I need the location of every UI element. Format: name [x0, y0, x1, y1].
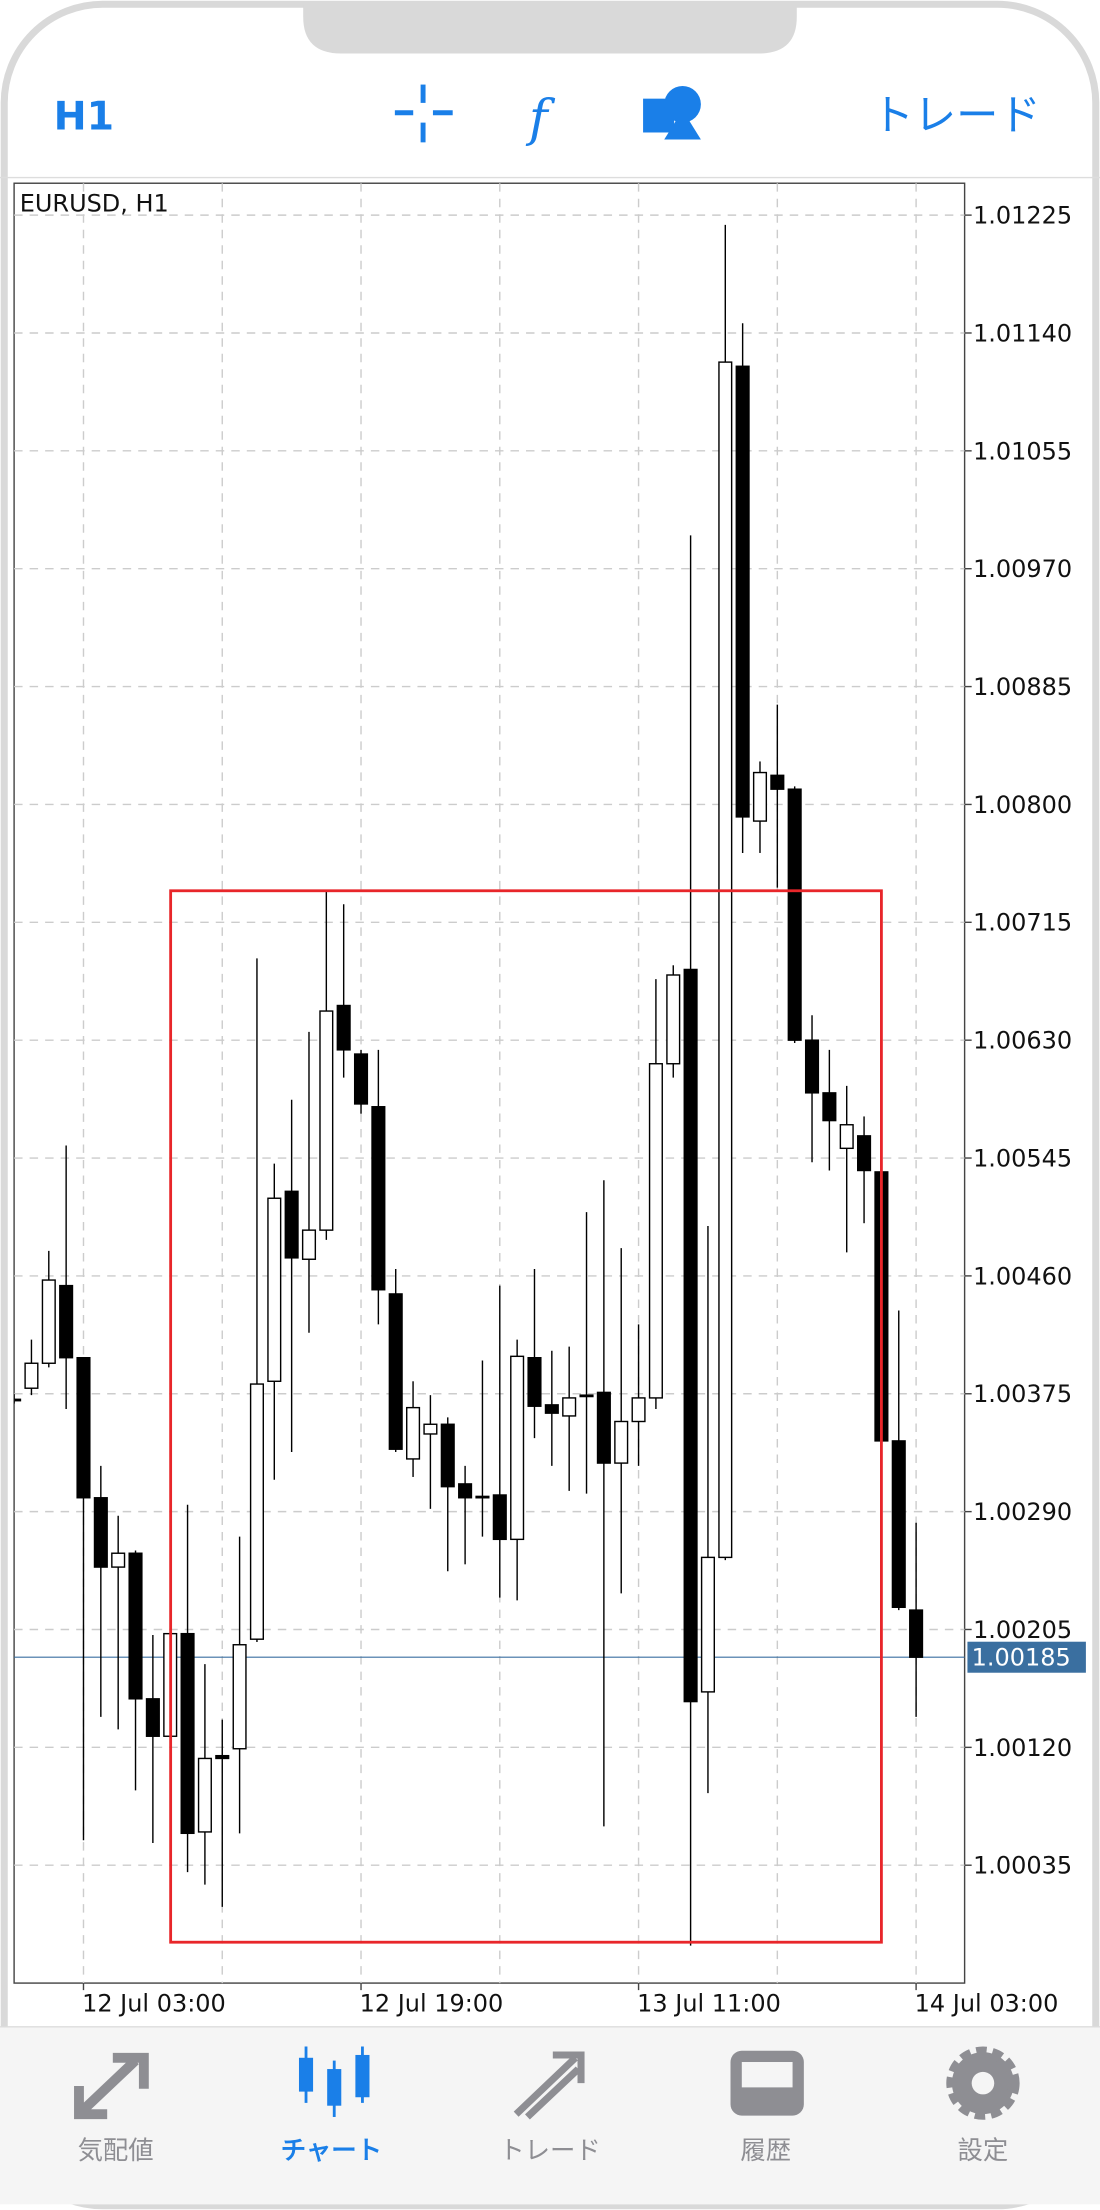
y-tick-label: 1.00545: [973, 1144, 1072, 1172]
candle-body: [284, 1190, 299, 1259]
candle-body: [232, 1644, 247, 1750]
candle-body: [631, 1397, 646, 1423]
y-tick-label: 1.00120: [973, 1734, 1072, 1762]
tab-label[interactable]: 履歴: [740, 2135, 791, 2165]
y-tick-label: 1.01140: [973, 319, 1072, 347]
history-icon: [730, 2050, 804, 2116]
candle-body: [770, 774, 785, 790]
candle-body: [111, 1552, 126, 1568]
tab-label[interactable]: 気配値: [78, 2135, 154, 2165]
tab-label[interactable]: トレード: [499, 2135, 600, 2165]
candle-body: [596, 1391, 611, 1464]
candle-body: [353, 1053, 369, 1105]
chart-icon: [298, 2046, 370, 2117]
candle-body: [249, 1383, 264, 1640]
y-tick-label: 1.00885: [973, 673, 1072, 701]
candle-body: [180, 1632, 195, 1835]
candles: [14, 224, 924, 1946]
candle-body: [735, 365, 750, 818]
candle-body: [752, 771, 768, 822]
candle-body: [614, 1420, 629, 1464]
candle-body: [666, 974, 681, 1065]
y-tick-label: 1.00800: [973, 791, 1072, 819]
x-tick-label: 14 Jul 03:00: [915, 1989, 1059, 2017]
candle-body: [492, 1494, 507, 1541]
notch: [303, 4, 797, 54]
candle-body: [14, 1398, 22, 1402]
candle-body: [700, 1556, 716, 1693]
candle-body: [475, 1495, 490, 1499]
candle-body: [648, 1063, 663, 1399]
current-price-box: [967, 1641, 1086, 1673]
y-tick-label: 1.00460: [973, 1262, 1072, 1290]
candle-body: [301, 1229, 317, 1260]
y-tick-label: 1.01225: [973, 202, 1072, 230]
plot-frame: [13, 182, 966, 1984]
candle-body: [267, 1197, 282, 1382]
candle-body: [440, 1423, 455, 1488]
candle-body: [857, 1135, 872, 1172]
candle-body: [579, 1394, 594, 1398]
candle-body: [93, 1497, 108, 1568]
candle-body: [423, 1423, 438, 1435]
y-tick-label: 1.01055: [973, 437, 1072, 465]
candle-body: [24, 1362, 39, 1389]
candle-body: [804, 1039, 820, 1094]
candle-body: [59, 1284, 74, 1359]
objects-icon[interactable]: [643, 85, 701, 140]
candle-body: [76, 1357, 91, 1499]
chart-title: EURUSD, H1: [20, 189, 169, 217]
y-tick-label: 1.00630: [973, 1027, 1072, 1055]
tab-label[interactable]: チャート: [281, 2135, 382, 2165]
tab-bar: [0, 2026, 1100, 2205]
candle-body: [544, 1404, 559, 1414]
candle-body: [319, 1010, 334, 1231]
candle-body: [197, 1757, 212, 1833]
y-tick-label: 1.00715: [973, 909, 1072, 937]
y-tick-label: 1.00375: [973, 1380, 1072, 1408]
y-tick-label: 1.00035: [973, 1852, 1072, 1880]
trade-icon: [513, 2051, 585, 2120]
candle-body: [822, 1092, 837, 1122]
candle-body: [458, 1483, 473, 1499]
tab-label[interactable]: 設定: [958, 2135, 1009, 2165]
crosshair-icon[interactable]: [394, 84, 453, 143]
candle-body: [128, 1552, 143, 1700]
candle-body: [406, 1406, 421, 1460]
candle-body: [145, 1698, 160, 1737]
candle-body: [891, 1440, 906, 1609]
settings-icon: [946, 2046, 1020, 2120]
candle-body: [41, 1279, 56, 1364]
tab-labels: 気配値 チャート トレード 履歴 設定: [78, 2135, 1009, 2165]
y-tick-label: 1.00290: [973, 1498, 1072, 1526]
timeframe-button[interactable]: H1: [54, 94, 115, 140]
candle-body: [683, 968, 698, 1703]
plot: [14, 183, 972, 1991]
highlight-box: [169, 889, 883, 1944]
candle-body: [718, 361, 733, 1559]
candle-body: [909, 1609, 924, 1658]
candle-body: [336, 1004, 351, 1051]
candle-body: [527, 1357, 542, 1407]
candle-body: [787, 788, 802, 1041]
candle-body: [510, 1355, 525, 1541]
x-tick-label: 12 Jul 19:00: [360, 1989, 504, 2017]
x-tick-label: 13 Jul 11:00: [637, 1989, 781, 2017]
y-tick-label: 1.00970: [973, 555, 1072, 583]
candle-body: [371, 1106, 386, 1291]
candle-body: [839, 1124, 854, 1150]
quotes-icon: [74, 2052, 149, 2120]
current-price-label: 1.00185: [972, 1644, 1071, 1672]
candle-body: [562, 1397, 577, 1417]
y-tick-label: 1.00205: [973, 1616, 1072, 1644]
candle-body: [215, 1754, 230, 1760]
candle-body: [388, 1293, 403, 1450]
trade-button[interactable]: トレード: [872, 91, 1041, 140]
x-tick-label: 12 Jul 03:00: [82, 1989, 226, 2017]
